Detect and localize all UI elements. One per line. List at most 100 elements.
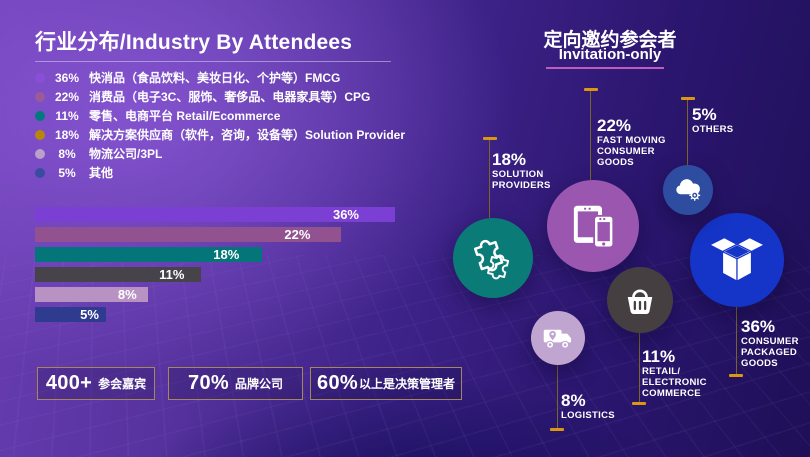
stat-label: 品牌公司: [234, 377, 283, 391]
stat-value: 70%: [188, 372, 229, 394]
bubble-fast-moving-consumer-goods: [547, 180, 639, 272]
devices-icon: [573, 205, 615, 249]
legend-percent: 18%: [54, 127, 80, 142]
gold-tick: [681, 97, 695, 100]
basket-icon: [627, 289, 653, 315]
bubble-percent: 8%: [561, 391, 586, 410]
cloud-gear-icon: [676, 179, 701, 201]
legend-dot: [35, 148, 45, 159]
bubble-label-consumer-packaged-goods: 36% CONSUMER PACKAGED GOODS: [741, 317, 799, 369]
bubble-label-line: RETAIL/: [642, 366, 681, 377]
industry-distribution-title: 行业分布/Industry By Attendees: [35, 31, 353, 54]
legend-label: 消费品（电子3C、服饰、奢侈品、电器家具等）CPG: [89, 90, 371, 104]
bar-retail: 11%: [35, 267, 201, 282]
invitation-title-divider: [546, 67, 664, 69]
bubble-label-line: FAST MOVING: [597, 135, 666, 146]
legend-label: 解决方案供应商（软件，咨询，设备等）Solution Provider: [89, 128, 406, 142]
bubble-label-line: LOGISTICS: [561, 410, 615, 421]
bubble-label-fmcg: 22% FAST MOVING CONSUMER GOODS: [597, 116, 666, 168]
bubble-label-line: PACKAGED: [741, 347, 798, 358]
legend-item-fmcg: 36% 快消品（食品饮料、美妆日化、个护等）FMCG: [35, 68, 405, 87]
bubble-label-line: GOODS: [741, 358, 778, 369]
bubble-label-line: CONSUMER: [597, 146, 655, 157]
leader-line-solution: [489, 140, 490, 218]
bubble-percent: 5%: [692, 105, 717, 124]
bubble-label-line: PROVIDERS: [492, 180, 551, 191]
bar-fmcg: 36%: [35, 207, 395, 222]
bar-value-label: 8%: [117, 287, 137, 302]
stat-value: 400+: [45, 372, 93, 394]
legend-item-retail: 11% 零售、电商平台 Retail/Ecommerce: [35, 106, 405, 125]
bubble-consumer-packaged-goods: [690, 213, 784, 307]
legend-percent: 36%: [54, 70, 80, 85]
legend-dot: [35, 110, 45, 121]
gold-tick: [632, 402, 646, 405]
bubble-others: [663, 165, 713, 215]
invitation-only-title-en: Invitation-only: [558, 46, 662, 63]
gold-tick: [550, 428, 564, 431]
legend-label: 其他: [89, 166, 114, 180]
bubble-label-solution-providers: 18% SOLUTION PROVIDERS: [492, 150, 551, 191]
bubble-label-line: OTHERS: [692, 124, 734, 135]
bar-others: 5%: [35, 307, 106, 322]
bubble-label-logistics: 8% LOGISTICS: [561, 391, 615, 421]
leader-line-cpg: [736, 307, 737, 374]
industry-bar-chart: 36% 22% 18% 11% 8% 5%: [35, 207, 395, 327]
legend-item-cpg: 22% 消费品（电子3C、服饰、奢侈品、电器家具等）CPG: [35, 87, 405, 106]
stat-value: 60%: [317, 372, 358, 394]
stat-attendees: 400+ 参会嘉宾: [37, 367, 155, 400]
gold-tick: [729, 374, 743, 377]
gold-tick: [483, 137, 497, 140]
stat-decision-makers: 60% 以上是决策管理者: [310, 367, 462, 400]
bar-solution-provider: 18%: [35, 247, 262, 262]
bar-value-label: 5%: [80, 307, 99, 322]
bubble-label-line: ELECTRONIC: [642, 377, 707, 388]
bubble-label-line: SOLUTION: [492, 169, 544, 180]
leader-line-logistics: [557, 365, 558, 428]
title-divider: [35, 61, 391, 62]
legend-dot: [35, 167, 45, 178]
stat-label: 参会嘉宾: [98, 377, 147, 391]
bubble-label-others: 5% OTHERS: [692, 105, 733, 135]
legend-dot: [35, 72, 45, 83]
bubble-percent: 22%: [597, 116, 632, 135]
bubble-label-line: GOODS: [597, 157, 634, 168]
bubble-label-line: CONSUMER: [741, 336, 799, 347]
legend-percent: 11%: [55, 108, 79, 123]
leader-line-others: [687, 100, 688, 165]
truck-icon: [543, 329, 572, 349]
bar-value-label: 11%: [159, 267, 185, 282]
bar-value-label: 36%: [332, 207, 359, 222]
legend-label: 零售、电商平台 Retail/Ecommerce: [89, 109, 281, 123]
bubble-percent: 36%: [741, 317, 776, 336]
bubble-retail-ecommerce: [607, 267, 673, 333]
puzzle-icon: [474, 239, 510, 280]
invitation-only-title-zh: 定向邀约参会者: [543, 30, 677, 51]
industry-legend: 36% 快消品（食品饮料、美妆日化、个护等）FMCG 22% 消费品（电子3C、…: [35, 68, 405, 182]
bar-cpg: 22%: [35, 227, 341, 242]
legend-item-3pl: 8% 物流公司/3PL: [35, 144, 405, 163]
legend-dot: [35, 91, 45, 102]
bubble-label-retail-ecommerce: 11% RETAIL/ ELECTRONIC COMMERCE: [642, 347, 707, 399]
bar-value-label: 22%: [284, 227, 311, 242]
legend-label: 物流公司/3PL: [89, 147, 163, 161]
legend-item-others: 5% 其他: [35, 163, 405, 182]
bubble-solution-providers: [453, 218, 533, 298]
stat-brand-companies: 70% 品牌公司: [168, 367, 303, 400]
legend-item-solution-provider: 18% 解决方案供应商（软件，咨询，设备等）Solution Provider: [35, 125, 405, 144]
legend-dot: [35, 129, 45, 140]
bubble-label-line: COMMERCE: [642, 388, 701, 399]
bar-3pl: 8%: [35, 287, 148, 302]
legend-label: 快消品（食品饮料、美妆日化、个护等）FMCG: [89, 71, 341, 85]
bar-value-label: 18%: [213, 247, 240, 262]
legend-percent: 8%: [58, 146, 76, 161]
open-box-icon: [709, 237, 765, 282]
leader-line-fmcg: [590, 91, 591, 180]
bubble-percent: 11%: [642, 347, 676, 366]
legend-percent: 5%: [58, 165, 76, 180]
bubble-percent: 18%: [492, 150, 527, 169]
stat-label: 以上是决策管理者: [358, 377, 455, 391]
gold-tick: [584, 88, 598, 91]
bubble-logistics: [531, 311, 585, 365]
